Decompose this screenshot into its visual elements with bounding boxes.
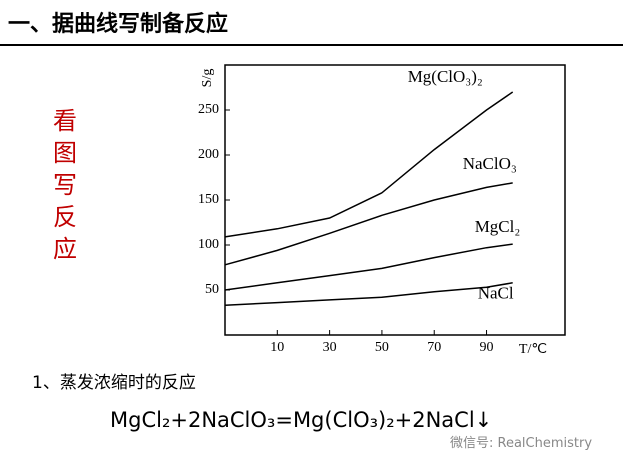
- watermark: 微信号: RealChemistry: [450, 436, 593, 451]
- note: 1、蒸发浓缩时的反应: [32, 373, 196, 393]
- curve-label: Mg(ClO₃)₂: [408, 67, 483, 86]
- y-axis-label: S/g: [200, 69, 215, 88]
- curve: [224, 282, 513, 307]
- title-rule: [0, 44, 623, 46]
- x-tick-label: 90: [480, 340, 494, 355]
- x-tick-label: 10: [270, 340, 284, 355]
- curve: [224, 91, 514, 238]
- y-tick-label: 200: [198, 147, 219, 162]
- y-tick-label: 50: [205, 282, 219, 297]
- y-tick-label: 250: [198, 102, 219, 117]
- x-tick-label: 30: [323, 340, 337, 355]
- x-axis-label: T/℃: [519, 342, 547, 357]
- y-tick-label: 150: [198, 192, 219, 207]
- curve-label: NaClO₃: [463, 154, 517, 173]
- plot-frame: [224, 64, 566, 336]
- curve-label: MgCl₂: [475, 217, 521, 236]
- y-tick-label: 100: [198, 237, 219, 252]
- curve: [224, 243, 513, 291]
- side-text: 看图写反应: [53, 107, 77, 263]
- curve-label: NaCl: [478, 284, 514, 303]
- slide-title: 一、据曲线写制备反应: [8, 12, 229, 37]
- curve: [224, 182, 513, 266]
- equation: MgCl₂+2NaClO₃=Mg(ClO₃)₂+2NaCl↓: [110, 408, 493, 432]
- x-tick-label: 50: [375, 340, 389, 355]
- x-tick-label: 70: [427, 340, 441, 355]
